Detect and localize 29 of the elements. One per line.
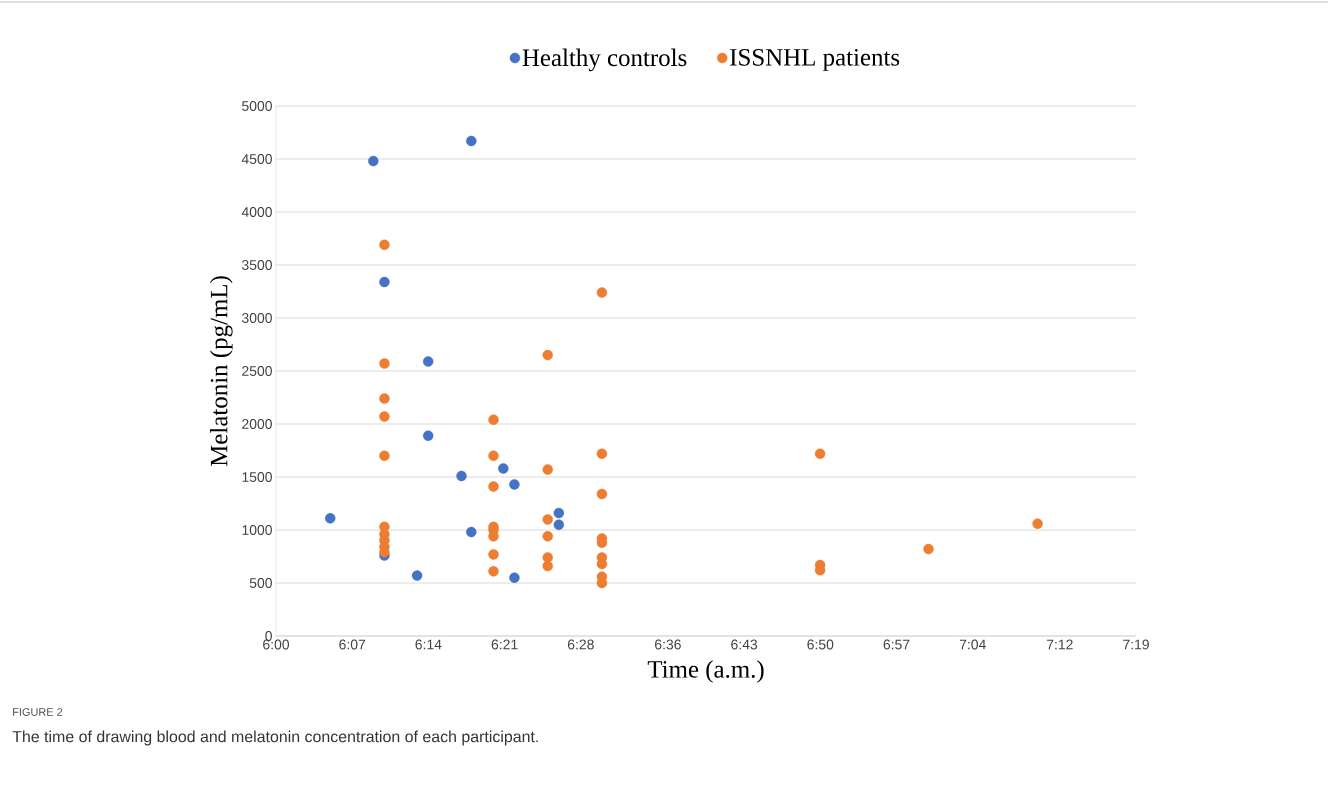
x-tick-label: 6:43 (731, 639, 758, 650)
x-axis-title: Time (a.m.) (647, 660, 764, 683)
x-tick-label: 6:21 (491, 639, 518, 650)
legend-label: Healthy controls (522, 48, 687, 72)
y-tick-label: 0 (265, 631, 272, 641)
y-tick-label: 5000 (242, 101, 272, 111)
x-tick-label: 6:00 (263, 639, 290, 650)
x-tick-label: 7:12 (1046, 639, 1073, 650)
x-tick-label: 6:28 (567, 639, 594, 650)
y-axis-title: Melatonin (pg/mL) (209, 276, 233, 467)
y-tick-label: 4000 (241, 207, 272, 217)
y-tick-label: 1000 (242, 525, 272, 535)
y-tick-label: 1500 (242, 472, 272, 482)
legend-label: ISSNHL patients (730, 49, 900, 71)
x-tick-label: 6:50 (807, 639, 834, 650)
y-tick-label: 3500 (241, 260, 272, 270)
y-tick-label: 2000 (242, 419, 272, 429)
x-tick-label: 6:57 (883, 639, 910, 650)
x-tick-label: 6:14 (415, 639, 442, 650)
caption: FIGURE 2 (13, 708, 63, 716)
x-tick-label: 6:07 (339, 639, 366, 650)
y-tick-label: 4500 (241, 154, 272, 164)
text: The time of drawing blood and melatonin concentration of each participant. (12, 730, 538, 746)
y-tick-label: 2500 (242, 366, 272, 376)
x-tick-label: 7:04 (959, 639, 986, 650)
x-tick-label: 7:19 (1123, 639, 1149, 650)
x-tick-label: 6:36 (655, 639, 681, 650)
y-tick-label: 500 (249, 578, 272, 588)
y-tick-label: 3000 (241, 313, 272, 323)
